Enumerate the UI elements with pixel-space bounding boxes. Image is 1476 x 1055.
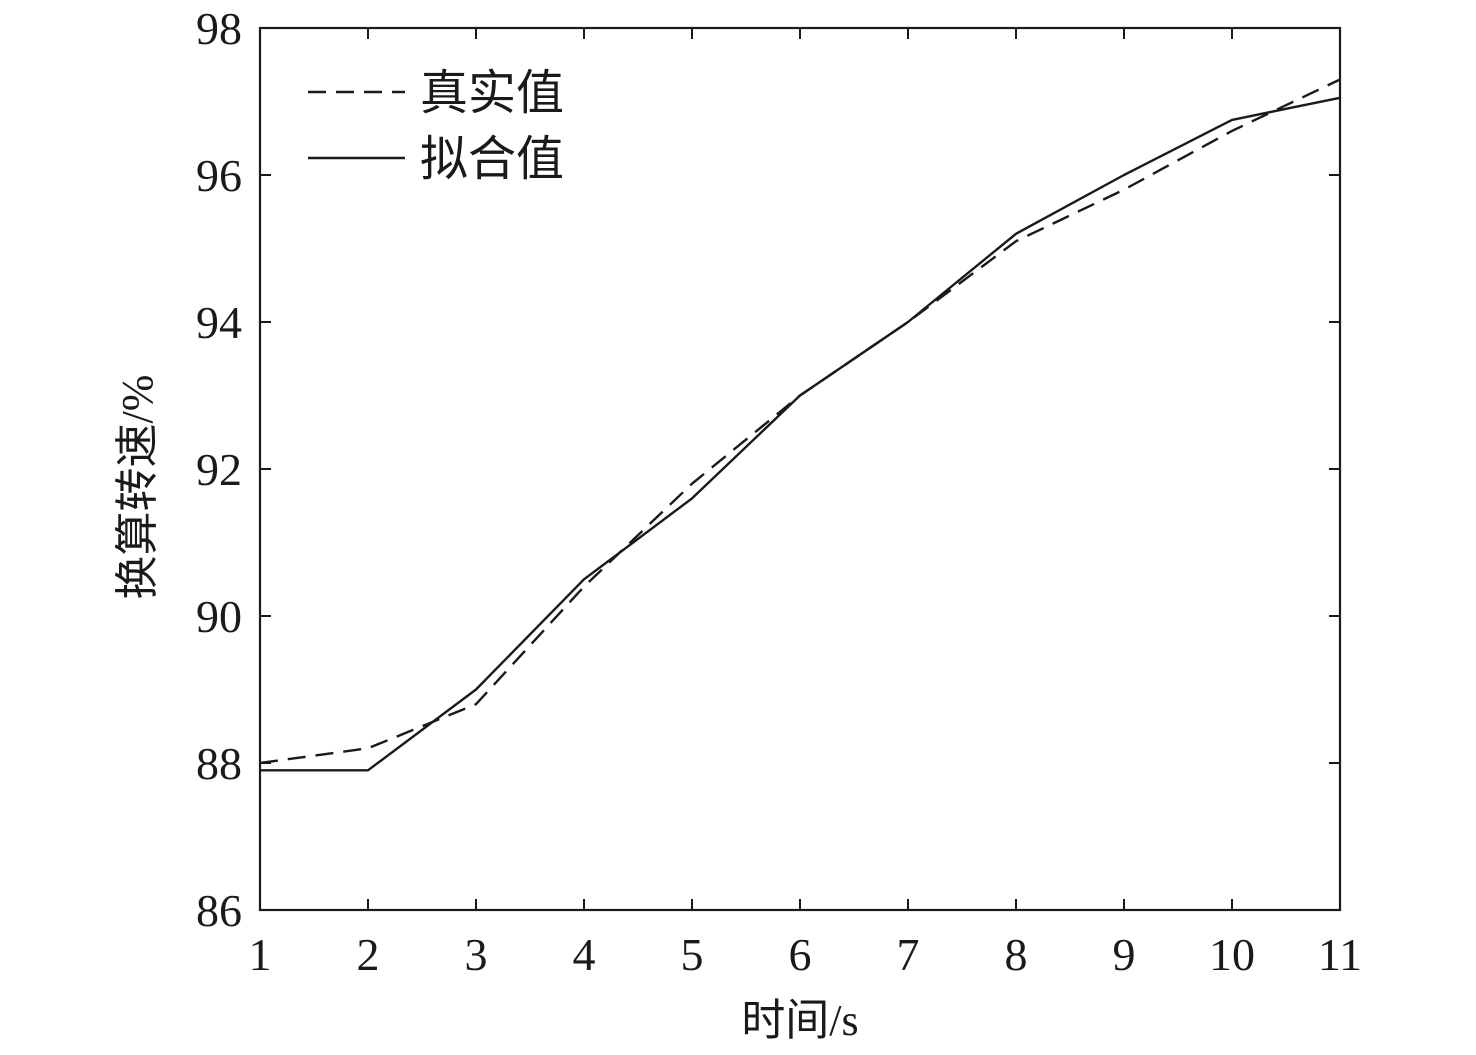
legend-label: 真实值 xyxy=(420,67,564,120)
x-tick-label: 7 xyxy=(897,929,920,980)
y-tick-label: 88 xyxy=(196,738,242,789)
x-axis-label: 时间/s xyxy=(741,996,858,1045)
x-tick-label: 4 xyxy=(573,929,596,980)
x-tick-label: 1 xyxy=(249,929,272,980)
ticks-layer: 1 2 3 4 5 6 7 8 9 10 11 86 88 90 92 94 96 98 xyxy=(196,3,1362,980)
y-tick-label: 94 xyxy=(196,297,242,348)
legend-label: 拟合值 xyxy=(420,133,564,186)
x-tick-label: 10 xyxy=(1209,929,1255,980)
y-axis-label: 换算转速/% xyxy=(113,375,162,600)
series-line-1 xyxy=(260,96,1341,772)
y-tick-label: 96 xyxy=(196,150,242,201)
x-tick-label: 3 xyxy=(465,929,488,980)
x-tick-label: 8 xyxy=(1005,929,1028,980)
y-tick-label: 86 xyxy=(196,885,242,936)
x-tick-label: 5 xyxy=(681,929,704,980)
x-tick-label: 6 xyxy=(789,929,812,980)
y-tick-label: 98 xyxy=(196,3,242,54)
x-tick-label: 9 xyxy=(1113,929,1136,980)
y-tick-label: 92 xyxy=(196,444,242,495)
y-tick-label: 90 xyxy=(196,591,242,642)
x-tick-label: 11 xyxy=(1318,929,1362,980)
series-layer xyxy=(259,78,1341,772)
x-tick-label: 2 xyxy=(357,929,380,980)
